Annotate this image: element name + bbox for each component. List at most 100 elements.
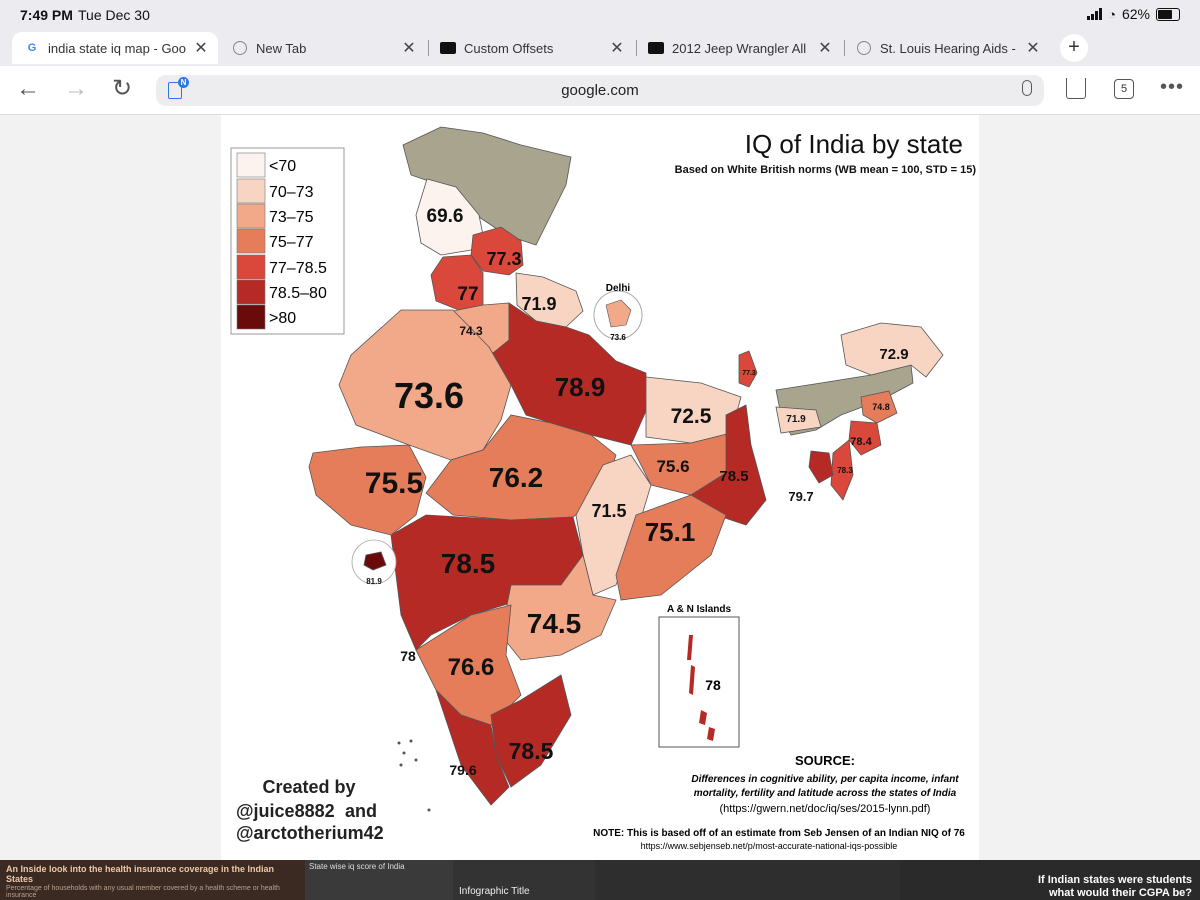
region-jammu-kashmir bbox=[415, 178, 484, 256]
tab-label: Custom Offsets bbox=[464, 40, 554, 56]
battery-percent: 62% bbox=[1121, 6, 1150, 22]
legend-label: <70 bbox=[269, 158, 296, 175]
india-map bbox=[308, 126, 944, 806]
tab-st-louis-hearing-aids[interactable]: St. Louis Hearing Aids - ✕ bbox=[844, 32, 1050, 64]
value-goa-inset: 81.9 bbox=[366, 577, 382, 586]
tab-label: New Tab bbox=[256, 40, 307, 56]
map-subtitle: Based on White British norms (WB mean = … bbox=[675, 164, 977, 176]
cellular-signal-icon bbox=[1087, 8, 1103, 20]
value-rajasthan: 73.6 bbox=[394, 375, 464, 416]
new-tab-button[interactable]: + bbox=[1060, 34, 1088, 62]
source-text-1: Differences in cognitive ability, per ca… bbox=[691, 774, 959, 785]
credit-line-3: @arctotherium42 bbox=[236, 823, 384, 843]
related-result[interactable]: State wise iq score of India bbox=[305, 860, 453, 900]
tab-india-state-iq-map[interactable]: G india state iq map - Goo ✕ bbox=[12, 32, 218, 64]
credit-line-1: Created by bbox=[262, 777, 355, 797]
share-icon[interactable] bbox=[1066, 78, 1086, 99]
delhi-inset: Delhi 73.6 bbox=[593, 283, 643, 342]
legend: <70 70–73 73–75 75–77 77–78.5 78.5–80 >8… bbox=[230, 147, 345, 335]
tab-divider bbox=[636, 40, 637, 56]
related-images-strip: An Inside look into the health insurance… bbox=[0, 860, 1200, 900]
india-iq-map-image[interactable]: <70 70–73 73–75 75–77 77–78.5 78.5–80 >8… bbox=[221, 115, 979, 860]
related-title: An Inside look into the health insurance… bbox=[6, 864, 275, 884]
lakshadweep-islands bbox=[397, 739, 431, 812]
region-manipur bbox=[848, 420, 882, 456]
related-result[interactable]: If Indian states were students what woul… bbox=[900, 860, 1200, 900]
legend-label: >80 bbox=[269, 310, 296, 327]
credit-line-2: @juice8882 bbox=[236, 801, 335, 821]
legend-swatch bbox=[236, 178, 266, 204]
close-tab-icon[interactable]: ✕ bbox=[402, 40, 416, 57]
related-title: Infographic Title bbox=[459, 886, 530, 897]
close-tab-icon[interactable]: ✕ bbox=[1026, 40, 1040, 57]
region-sikkim bbox=[738, 350, 758, 388]
globe-icon bbox=[233, 41, 247, 55]
globe-icon bbox=[857, 41, 871, 55]
tab-strip: G india state iq map - Goo ✕ New Tab ✕ C… bbox=[0, 30, 1200, 66]
google-g-icon: G bbox=[27, 42, 37, 54]
an-islands-shapes bbox=[687, 635, 715, 741]
region-chhattisgarh bbox=[575, 454, 652, 596]
back-arrow-icon[interactable]: ← bbox=[16, 75, 40, 102]
an-islands-value: 78 bbox=[705, 677, 721, 693]
region-gujarat bbox=[308, 444, 427, 536]
note-url: https://www.sebjenseb.net/p/most-accurat… bbox=[641, 841, 898, 851]
tab-new-tab[interactable]: New Tab ✕ bbox=[220, 32, 426, 64]
map-svg: <70 70–73 73–75 75–77 77–78.5 78.5–80 >8… bbox=[230, 126, 977, 851]
region-goa bbox=[363, 551, 387, 571]
region-nagaland bbox=[860, 390, 898, 424]
url-text[interactable]: google.com bbox=[561, 82, 639, 99]
more-options-icon[interactable]: ••• bbox=[1160, 76, 1185, 98]
custom-offsets-icon bbox=[440, 42, 456, 54]
tab-count-button[interactable]: 5 bbox=[1114, 79, 1134, 99]
value-telangana-andhra: 74.5 bbox=[527, 608, 582, 639]
related-title: If Indian states were students bbox=[1037, 874, 1192, 886]
reload-icon[interactable]: ↻ bbox=[112, 75, 133, 102]
legend-swatch bbox=[236, 279, 266, 305]
value-gujarat: 75.5 bbox=[365, 467, 423, 500]
an-islands-label: A & N Islands bbox=[667, 604, 732, 615]
value-odisha: 75.1 bbox=[645, 517, 696, 547]
related-result[interactable] bbox=[595, 860, 900, 900]
reader-page-icon[interactable] bbox=[168, 82, 182, 99]
legend-label: 70–73 bbox=[269, 184, 314, 201]
source-title: SOURCE: bbox=[795, 753, 855, 768]
map-title: IQ of India by state bbox=[745, 129, 963, 159]
region-odisha bbox=[615, 494, 727, 601]
legend-swatch bbox=[236, 228, 266, 254]
region-uttarakhand bbox=[515, 272, 584, 328]
source-text-2: mortality, fertility and latitude across… bbox=[694, 788, 957, 799]
value-haryana: 74.3 bbox=[459, 324, 483, 338]
value-karnataka: 76.6 bbox=[448, 654, 495, 681]
value-manipur: 78.4 bbox=[850, 436, 872, 448]
region-meghalaya bbox=[775, 406, 822, 434]
credit-and: and bbox=[345, 801, 377, 821]
close-tab-icon[interactable]: ✕ bbox=[194, 40, 208, 57]
related-result[interactable]: An Inside look into the health insurance… bbox=[0, 860, 305, 900]
address-bar[interactable]: N google.com bbox=[156, 75, 1044, 106]
value-madhya-pradesh: 76.2 bbox=[489, 462, 544, 493]
microphone-icon[interactable] bbox=[1022, 80, 1032, 96]
close-tab-icon[interactable]: ✕ bbox=[818, 40, 832, 57]
forward-arrow-icon[interactable]: → bbox=[64, 75, 88, 102]
custom-offsets-icon bbox=[648, 42, 664, 54]
browser-toolbar: ← → ↻ N google.com 5 ••• bbox=[0, 66, 1200, 115]
status-time: 7:49 PM bbox=[20, 7, 73, 23]
note-text: NOTE: This is based off of an estimate f… bbox=[593, 828, 965, 839]
value-maharashtra: 78.5 bbox=[441, 548, 496, 579]
region-telangana-andhra bbox=[500, 554, 617, 661]
region-arunachal-pradesh bbox=[840, 322, 944, 378]
value-sikkim: 77.3 bbox=[742, 370, 756, 377]
delhi-label: Delhi bbox=[606, 283, 631, 294]
value-west-bengal: 78.5 bbox=[719, 468, 748, 485]
value-jammu-kashmir: 69.6 bbox=[427, 206, 464, 227]
value-punjab: 77 bbox=[457, 284, 478, 305]
close-tab-icon[interactable]: ✕ bbox=[610, 40, 624, 57]
region-tripura bbox=[808, 450, 834, 484]
related-result[interactable]: Infographic Title bbox=[453, 860, 595, 900]
region-west-bengal bbox=[690, 404, 767, 526]
legend-label: 78.5–80 bbox=[269, 285, 327, 302]
tab-jeep-wrangler[interactable]: 2012 Jeep Wrangler All ✕ bbox=[636, 32, 842, 64]
status-bar: 7:49 PM Tue Dec 30 ◔ 62% bbox=[0, 0, 1200, 30]
tab-custom-offsets[interactable]: Custom Offsets ✕ bbox=[428, 32, 634, 64]
